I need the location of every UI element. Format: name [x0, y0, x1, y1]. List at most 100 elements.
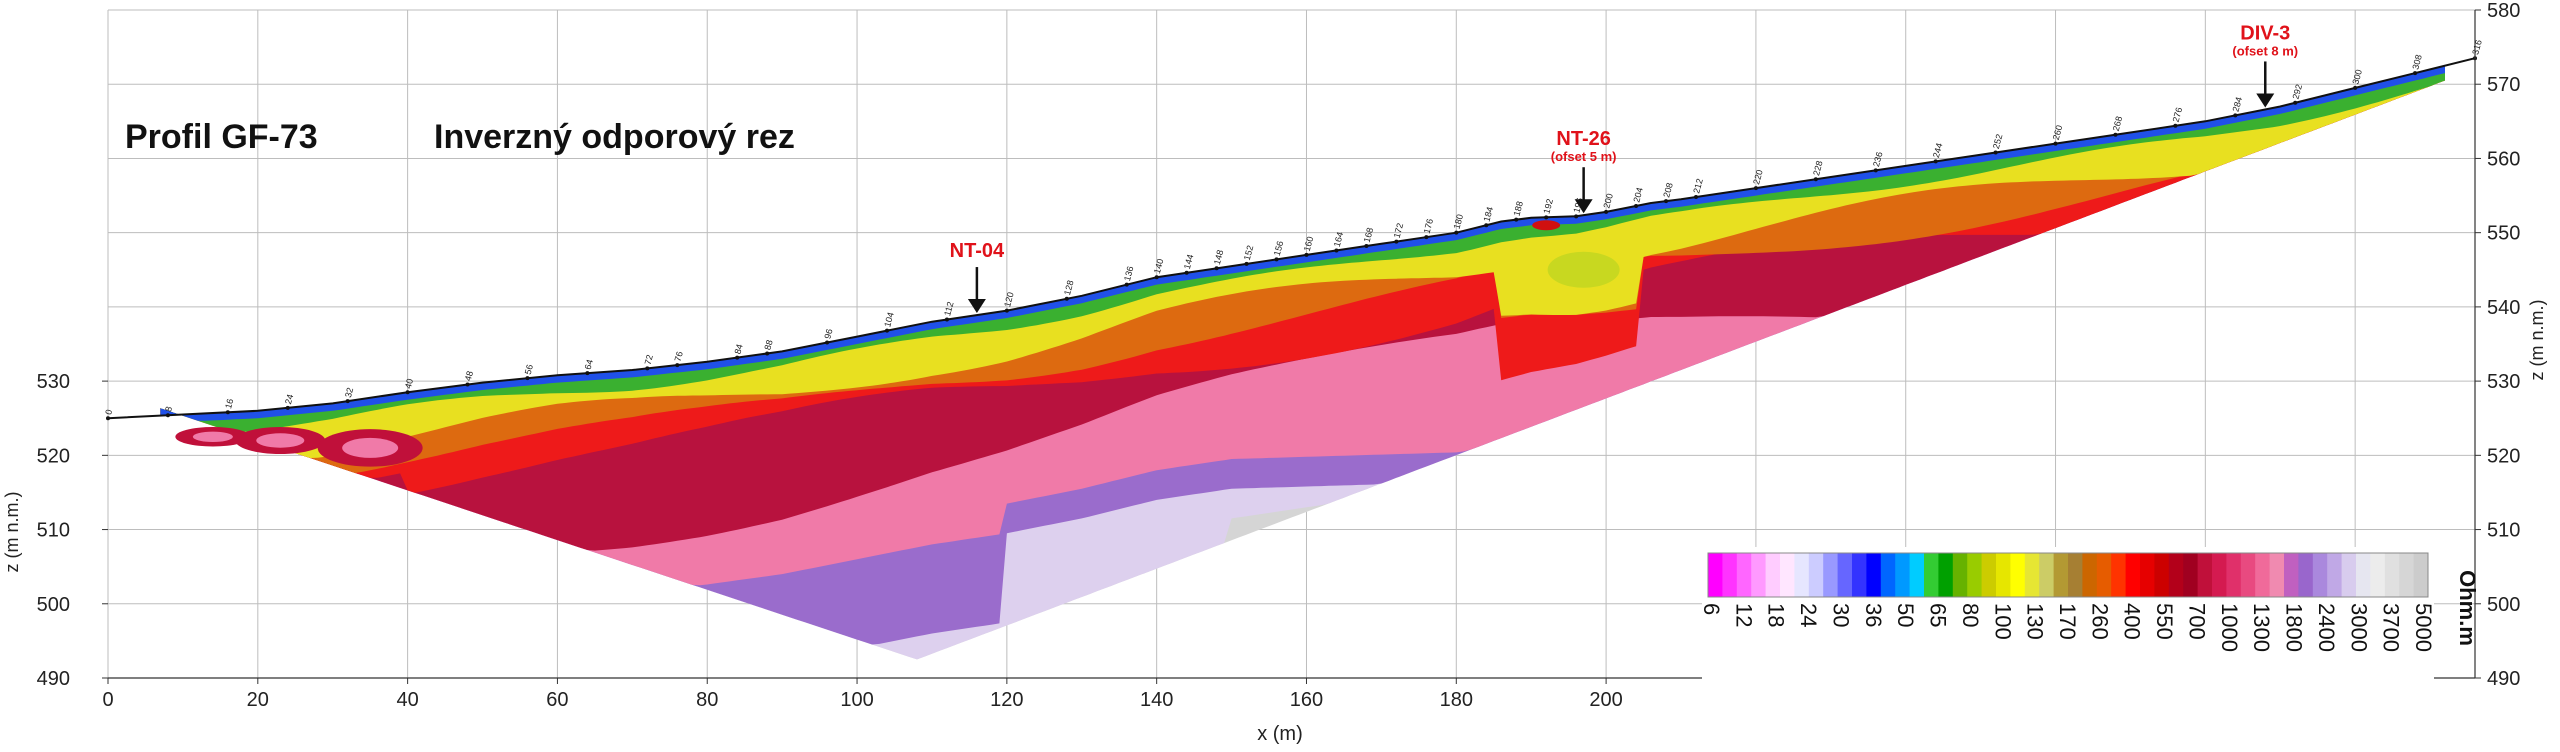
x-tick-label: 120 — [990, 689, 1023, 711]
legend-tick-label: 5000 — [2411, 603, 2436, 652]
legend-tick-label: 100 — [1990, 603, 2015, 640]
legend-swatch — [2197, 553, 2213, 597]
legend-swatch — [1866, 553, 1882, 597]
legend-tick-label: 65 — [1926, 603, 1951, 627]
electrode-marker — [1933, 159, 1938, 164]
electrode-marker — [1424, 235, 1429, 240]
legend-tick-label: 80 — [1958, 603, 1983, 627]
electrode-marker — [405, 390, 410, 395]
y-tick-label-left: 530 — [37, 371, 70, 393]
legend-tick-label: 700 — [2184, 603, 2209, 640]
legend-swatch — [1751, 553, 1767, 597]
legend-swatch — [2212, 553, 2227, 597]
legend-swatch — [1996, 553, 2011, 597]
legend-swatch — [1837, 553, 1853, 597]
electrode-marker — [645, 366, 650, 371]
legend-swatch — [2255, 553, 2271, 597]
borehole-arrowhead — [2256, 93, 2275, 108]
electrode-label: 0 — [103, 408, 114, 415]
electrode-label: 300 — [2350, 68, 2364, 85]
legend-tick-label: 3000 — [2346, 603, 2371, 652]
x-tick-label: 60 — [546, 689, 568, 711]
electrode-marker — [1634, 203, 1639, 208]
electrode-marker — [1364, 244, 1369, 249]
y-tick-label-left: 490 — [37, 668, 70, 690]
electrode-marker — [525, 376, 530, 381]
electrode-label: 244 — [1931, 142, 1945, 159]
legend-swatch — [2312, 553, 2328, 597]
y-tick-label-right: 540 — [2487, 297, 2520, 319]
legend-swatch — [2370, 553, 2386, 597]
legend-swatch — [2024, 553, 2040, 597]
legend-swatch — [2269, 553, 2285, 597]
electrode-label: 188 — [1511, 200, 1525, 217]
legend-tick-label: 6 — [1699, 603, 1724, 615]
legend-tick-label: 30 — [1828, 603, 1853, 627]
legend-swatch — [1736, 553, 1752, 597]
legend-swatch — [1780, 553, 1795, 597]
electrode-label: 200 — [1601, 192, 1615, 209]
electrode-marker — [1004, 308, 1009, 313]
electrode-label: 88 — [762, 339, 774, 351]
x-tick-label: 100 — [840, 689, 873, 711]
borehole-offset-label: (ofset 8 m) — [2232, 43, 2298, 58]
electrode-marker — [1064, 296, 1069, 301]
legend-tick-label: 1300 — [2249, 603, 2274, 652]
legend-swatch — [2168, 553, 2184, 597]
electrode-label: 184 — [1482, 206, 1496, 223]
borehole-arrowhead — [967, 299, 986, 314]
borehole-offset-label: (ofset 5 m) — [1551, 149, 1617, 164]
legend-swatch — [2284, 553, 2299, 597]
legend-swatch — [2140, 553, 2155, 597]
y-tick-label-right: 580 — [2487, 0, 2520, 22]
electrode-label: 140 — [1152, 258, 1166, 275]
legend-swatch — [1938, 553, 1954, 597]
electrode-marker — [2233, 113, 2238, 118]
electrode-label: 172 — [1392, 222, 1406, 239]
electrode-label: 236 — [1871, 151, 1885, 168]
electrode-label: 180 — [1452, 213, 1466, 230]
electrode-marker — [1604, 209, 1609, 214]
legend-tick-label: 550 — [2152, 603, 2177, 640]
x-tick-label: 20 — [247, 689, 269, 711]
electrode-label: 204 — [1631, 186, 1645, 203]
legend-swatch — [2226, 553, 2242, 597]
electrode-marker — [1454, 230, 1459, 235]
legend-tick-label: 1800 — [2282, 603, 2307, 652]
legend-swatch — [2384, 553, 2400, 597]
legend-swatch — [2082, 553, 2098, 597]
legend-tick-label: 130 — [2023, 603, 2048, 640]
legend-swatch — [2356, 553, 2371, 597]
legend-swatch — [1808, 553, 1824, 597]
electrode-marker — [885, 328, 890, 333]
electrode-label: 292 — [2291, 83, 2305, 100]
electrode-label: 308 — [2410, 53, 2424, 70]
electrode-label: 252 — [1991, 133, 2005, 150]
electrode-label: 176 — [1422, 218, 1436, 235]
legend-swatch — [1981, 553, 1997, 597]
y-tick-label-left: 510 — [37, 520, 70, 542]
color-legend: 6 12 18 24 30 36 50 65 80 100 130 170 260 400 550 700 10… — [1699, 547, 2436, 707]
x-tick-label: 140 — [1140, 689, 1173, 711]
electrode-marker — [2053, 141, 2058, 146]
chart-title: Profil GF-73 — [125, 118, 318, 156]
legend-tick-label: 170 — [2055, 603, 2080, 640]
electrode-marker — [285, 405, 290, 410]
electrode-marker — [2353, 85, 2358, 90]
electrode-label: 72 — [643, 354, 655, 366]
electrode-marker — [2293, 100, 2298, 105]
x-tick-label: 40 — [396, 689, 418, 711]
surface-line — [107, 57, 2476, 420]
electrode-marker — [1514, 217, 1519, 222]
legend-swatch — [1952, 553, 1968, 597]
electrode-marker — [1214, 266, 1219, 271]
electrode-marker — [225, 410, 230, 415]
legend-swatch — [1852, 553, 1867, 597]
electrode-marker — [165, 413, 170, 418]
electrode-label: 208 — [1661, 182, 1675, 199]
electrode-marker — [1124, 282, 1129, 287]
electrode-label: 104 — [882, 311, 896, 328]
electrode-label: 84 — [732, 343, 744, 355]
electrode-label: 48 — [463, 370, 475, 382]
legend-swatch — [1895, 553, 1911, 597]
